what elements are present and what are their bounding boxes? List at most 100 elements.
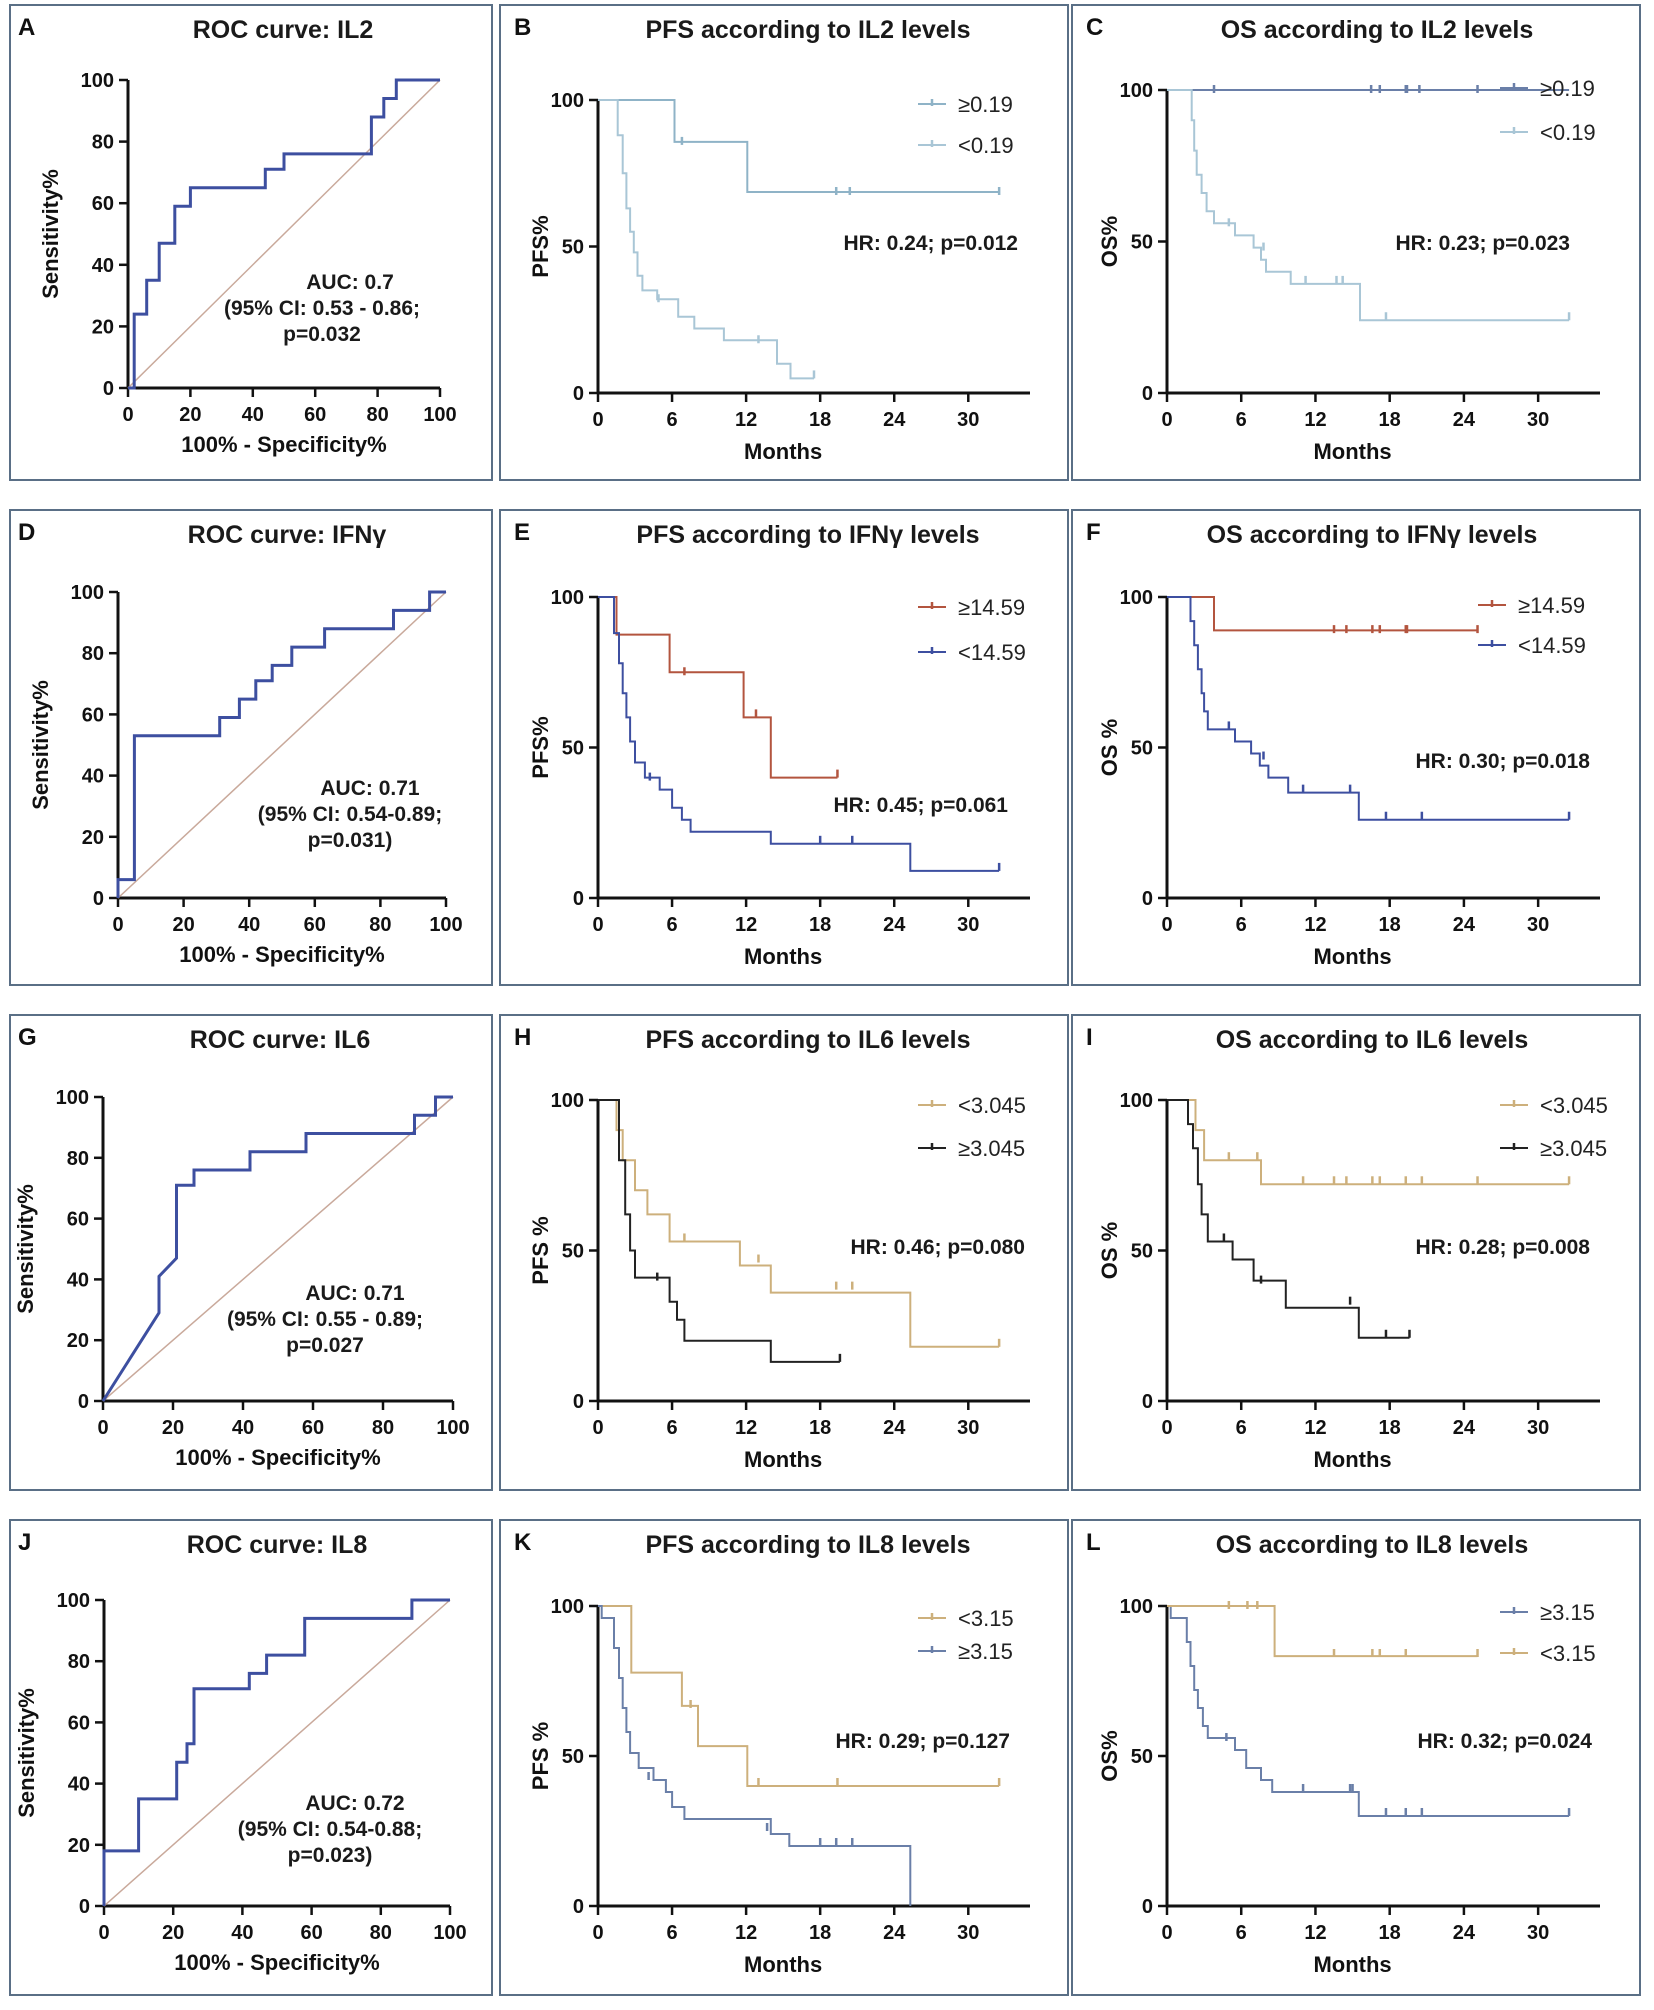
x-axis-label: Months <box>744 944 822 969</box>
panel-c: C OS according to IL2 levels 0 6 12 18 24 30 0 50… <box>1071 4 1641 481</box>
x-tick-label: 6 <box>666 409 677 431</box>
km-curve-series-2 <box>598 99 814 380</box>
ci-label: (95% CI: 0.54-0.88; <box>238 1818 422 1841</box>
panel-j: J ROC curve: IL8 0 20 40 60 80 100 0 20 40 60 80 100 1… <box>9 1519 493 1996</box>
km-curve-series-1 <box>598 99 1000 193</box>
reference-diagonal <box>127 79 441 389</box>
y-tick-label: 100 <box>1120 80 1153 102</box>
y-tick-label: 40 <box>92 255 114 277</box>
x-axis-label: 100% - Specificity% <box>181 432 386 457</box>
panel-letter: C <box>1086 14 1103 41</box>
panel-letter: L <box>1086 1529 1101 1556</box>
x-tick-label: 40 <box>231 1922 253 1944</box>
y-tick-label: 0 <box>573 1391 584 1413</box>
x-tick-label: 24 <box>1453 409 1476 431</box>
x-tick-label: 12 <box>1304 1922 1326 1944</box>
x-tick-label: 12 <box>735 914 757 936</box>
legend-label: ≥3.15 <box>1540 1600 1595 1625</box>
y-axis-label: Sensitivity% <box>38 169 63 299</box>
legend-label: <0.19 <box>1540 120 1596 145</box>
x-axis-label: 100% - Specificity% <box>174 1950 379 1975</box>
y-tick-label: 80 <box>92 132 114 154</box>
x-tick-label: 30 <box>1527 914 1549 936</box>
x-tick-label: 30 <box>957 409 979 431</box>
x-tick-label: 0 <box>1161 409 1172 431</box>
x-tick-label: 6 <box>1236 1417 1247 1439</box>
roc-curve <box>102 1598 450 1906</box>
x-tick-label: 20 <box>179 404 201 426</box>
x-tick-label: 18 <box>809 409 831 431</box>
y-tick-label: 100 <box>551 587 584 609</box>
ci-label: (95% CI: 0.53 - 0.86; <box>224 297 420 320</box>
y-tick-label: 60 <box>68 1712 90 1734</box>
legend-label: <14.59 <box>958 640 1026 665</box>
x-axis-label: Months <box>1313 439 1391 464</box>
panel-letter: F <box>1086 519 1101 546</box>
panel-title: ROC curve: IL8 <box>187 1531 368 1559</box>
y-tick-label: 100 <box>56 1087 89 1109</box>
km-curve-series-1 <box>598 1099 1000 1348</box>
y-axis-label: Sensitivity% <box>13 1184 38 1314</box>
x-tick-label: 40 <box>238 914 260 936</box>
x-tick-label: 18 <box>1379 1922 1401 1944</box>
km-curve-series-2 <box>598 1099 840 1363</box>
y-tick-label: 50 <box>562 738 584 760</box>
km-curve-series-1 <box>1167 1099 1570 1186</box>
p-value-label: p=0.023) <box>288 1844 373 1867</box>
x-tick-label: 6 <box>1236 409 1247 431</box>
panel-frame <box>499 509 1069 986</box>
y-tick-label: 80 <box>82 643 104 665</box>
y-axis-label: OS % <box>1097 719 1122 776</box>
x-tick-label: 0 <box>97 1417 108 1439</box>
roc-curve <box>101 1095 453 1402</box>
x-axis-label: Months <box>1313 1447 1391 1472</box>
y-tick-label: 0 <box>1142 888 1153 910</box>
panel-h: H PFS according to IL6 levels 0 6 12 18 24 30 0 5… <box>499 1014 1069 1491</box>
auc-label: AUC: 0.72 <box>305 1792 404 1815</box>
x-tick-label: 24 <box>883 409 906 431</box>
panel-title: ROC curve: IL2 <box>193 16 374 44</box>
x-axis-label: Months <box>744 1447 822 1472</box>
y-tick-label: 0 <box>573 383 584 405</box>
y-tick-label: 40 <box>82 766 104 788</box>
y-tick-label: 100 <box>81 70 114 92</box>
legend-label: <14.59 <box>1518 633 1586 658</box>
x-tick-label: 18 <box>809 1922 831 1944</box>
x-tick-label: 12 <box>1304 409 1326 431</box>
x-tick-label: 24 <box>1453 1922 1476 1944</box>
x-tick-label: 80 <box>370 1922 392 1944</box>
legend-label: <3.045 <box>958 1093 1026 1118</box>
panel-frame <box>499 1519 1069 1996</box>
panel-frame <box>9 4 493 481</box>
x-tick-label: 12 <box>1304 1417 1326 1439</box>
x-tick-label: 18 <box>1379 914 1401 936</box>
km-curve-series-2 <box>1167 1605 1478 1658</box>
panel-letter: G <box>18 1024 37 1051</box>
roc-curve <box>116 590 446 898</box>
y-tick-label: 50 <box>562 1241 584 1263</box>
panel-e: E PFS according to IFNγ levels 0 6 12 18 24 30 0… <box>499 509 1069 986</box>
x-tick-label: 100 <box>429 914 462 936</box>
y-tick-label: 0 <box>78 1391 89 1413</box>
panel-b: B PFS according to IL2 levels 0 6 12 18 24 30 0 5… <box>499 4 1069 481</box>
x-tick-label: 6 <box>1236 1922 1247 1944</box>
y-tick-label: 60 <box>92 193 114 215</box>
panel-k: K PFS according to IL8 levels 0 6 12 18 24 30 0 5… <box>499 1519 1069 1996</box>
y-tick-label: 100 <box>551 1090 584 1112</box>
x-tick-label: 40 <box>242 404 264 426</box>
km-curve-series-2 <box>1167 1099 1410 1339</box>
y-tick-label: 50 <box>562 1746 584 1768</box>
reference-diagonal <box>117 591 447 899</box>
y-tick-label: 100 <box>71 582 104 604</box>
panel-frame <box>499 1014 1069 1491</box>
x-tick-label: 0 <box>1161 1417 1172 1439</box>
panel-g: G ROC curve: IL6 0 20 40 60 80 100 0 20 40 60 80 100 1… <box>9 1014 493 1491</box>
x-tick-label: 30 <box>1527 1417 1549 1439</box>
x-tick-label: 6 <box>666 914 677 936</box>
x-tick-label: 6 <box>1236 914 1247 936</box>
x-tick-label: 20 <box>162 1922 184 1944</box>
y-axis-label: OS% <box>1097 1730 1122 1781</box>
x-tick-label: 30 <box>957 914 979 936</box>
y-axis-label: OS % <box>1097 1222 1122 1279</box>
